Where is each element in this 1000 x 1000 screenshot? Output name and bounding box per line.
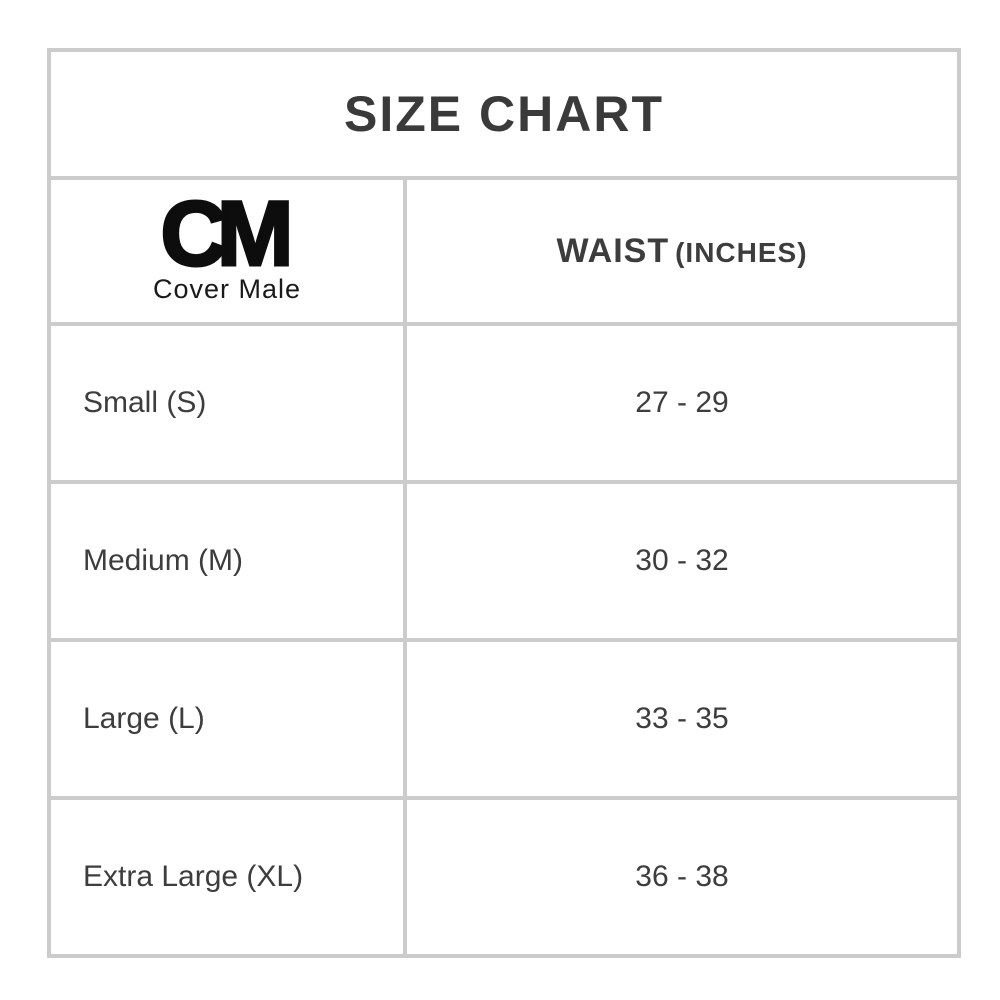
waist-range-cell: 30 - 32	[403, 480, 961, 642]
waist-header-label: WAIST	[556, 231, 670, 270]
title-row: SIZE CHART	[47, 48, 961, 180]
cover-male-logo: CM Cover Male	[52, 182, 402, 305]
page-title: SIZE CHART	[47, 48, 961, 180]
logo-brand-name: Cover Male	[152, 274, 302, 305]
table-row-small: Small (S) 27 - 29	[47, 322, 961, 484]
waist-header-unit: (INCHES)	[675, 236, 808, 268]
size-label-cell: Large (L)	[47, 638, 407, 800]
waist-range-cell: 27 - 29	[403, 322, 961, 484]
waist-range-cell: 36 - 38	[403, 796, 961, 958]
size-label-cell: Small (S)	[47, 322, 407, 484]
brand-logo-cell: CM Cover Male	[47, 176, 407, 326]
waist-range-cell: 33 - 35	[403, 638, 961, 800]
size-chart-table: SIZE CHART CM Cover Male WAIST (INCHES) S…	[47, 48, 961, 958]
header-row: CM Cover Male WAIST (INCHES)	[47, 176, 961, 326]
waist-column-header: WAIST (INCHES)	[403, 176, 961, 326]
table-row-extra-large: Extra Large (XL) 36 - 38	[47, 796, 961, 958]
size-label-cell: Extra Large (XL)	[47, 796, 407, 958]
size-label-cell: Medium (M)	[47, 480, 407, 642]
logo-initials: CM	[159, 182, 295, 285]
table-row-medium: Medium (M) 30 - 32	[47, 480, 961, 642]
table-row-large: Large (L) 33 - 35	[47, 638, 961, 800]
